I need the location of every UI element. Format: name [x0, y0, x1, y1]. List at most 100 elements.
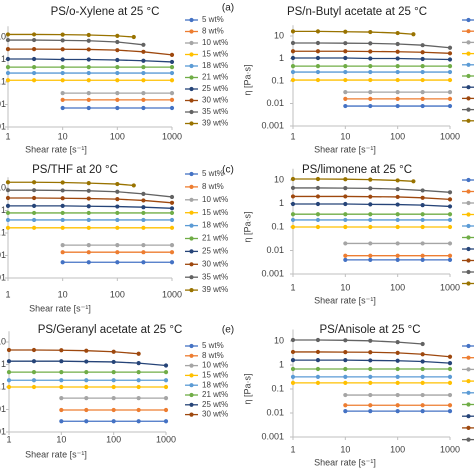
data-point — [163, 384, 169, 390]
data-point — [111, 359, 116, 365]
legend-marker — [189, 109, 194, 115]
data-point — [420, 408, 425, 414]
legend-label: 35 wt% — [202, 107, 228, 116]
data-point — [343, 392, 348, 398]
legend-marker — [466, 235, 471, 240]
legend-label: 39 wt% — [202, 285, 228, 294]
data-point — [395, 202, 400, 207]
data-point — [447, 63, 453, 69]
y-tick-label: 10 — [0, 31, 6, 41]
data-point — [5, 195, 11, 201]
legend-marker — [466, 96, 471, 101]
data-point — [169, 260, 175, 265]
data-point — [86, 64, 91, 70]
y-tick-label: 0.01 — [266, 407, 284, 417]
data-point — [115, 33, 120, 38]
data-point — [420, 188, 425, 193]
legend — [462, 343, 474, 442]
data-point — [169, 200, 175, 205]
data-point — [315, 380, 321, 385]
legend-marker — [466, 258, 471, 263]
data-point — [395, 374, 400, 379]
data-point — [343, 103, 348, 109]
data-point — [315, 337, 321, 343]
data-point — [395, 366, 400, 372]
legend-label: 8 wt% — [202, 182, 224, 191]
data-point — [395, 380, 400, 385]
data-point — [31, 347, 37, 353]
data-point — [163, 363, 169, 368]
data-point — [395, 217, 400, 223]
data-point — [420, 341, 425, 347]
data-point — [368, 177, 373, 182]
y-tick-label: 10 — [0, 336, 6, 346]
legend-marker — [189, 412, 194, 417]
data-point — [86, 225, 91, 230]
legend-marker — [466, 177, 471, 183]
data-point — [290, 224, 296, 230]
data-point — [395, 392, 400, 398]
legend-marker — [466, 355, 471, 360]
data-point — [420, 77, 425, 83]
data-point — [343, 194, 348, 199]
data-point — [447, 366, 453, 372]
data-point — [290, 69, 296, 75]
data-point — [447, 403, 453, 408]
data-point — [141, 49, 146, 54]
data-point — [141, 70, 146, 76]
data-point — [420, 366, 425, 372]
data-point — [86, 260, 91, 265]
y-tick-label: 0.001 — [261, 268, 284, 278]
data-point — [60, 250, 65, 255]
data-point — [111, 378, 116, 383]
legend-marker — [466, 343, 471, 349]
data-point — [86, 181, 91, 186]
legend-label: 15 wt% — [202, 208, 228, 217]
data-point — [368, 194, 373, 199]
data-point — [60, 260, 65, 265]
data-point — [115, 260, 120, 265]
data-point — [343, 212, 348, 217]
data-point — [115, 97, 120, 103]
data-point — [368, 69, 373, 75]
x-tick-label: 1 — [5, 131, 10, 141]
data-point — [315, 194, 321, 199]
chart-title: PS/Geranyl acetate at 25 °C — [38, 324, 183, 336]
y-tick-label: 0.1 — [271, 75, 284, 85]
y-tick-label: 0.1 — [271, 383, 284, 393]
data-point — [111, 396, 116, 401]
series-line — [293, 30, 414, 35]
data-point — [31, 217, 37, 223]
series-line — [9, 349, 139, 355]
x-axis-label: Shear rate [s⁻¹] — [25, 449, 87, 459]
data-point — [343, 366, 348, 372]
legend-marker — [189, 210, 194, 215]
legend-marker — [466, 189, 471, 194]
data-point — [343, 201, 348, 207]
data-point — [115, 189, 120, 194]
data-point — [420, 103, 425, 109]
data-point — [343, 374, 348, 379]
data-point — [290, 212, 296, 217]
data-point — [447, 241, 453, 246]
data-point — [115, 181, 120, 187]
data-point — [5, 37, 11, 43]
data-point — [368, 253, 373, 258]
data-point — [60, 47, 65, 52]
data-point — [169, 64, 175, 70]
data-point — [368, 217, 373, 223]
data-point — [5, 64, 11, 70]
data-point — [420, 90, 425, 95]
data-point — [395, 77, 400, 83]
data-point — [136, 407, 141, 413]
legend-label: 10 wt% — [202, 38, 228, 47]
data-point — [420, 224, 425, 230]
panel: PS/n-Butyl acetate at 25 °C 1 10 100 1000 0.0… — [242, 6, 474, 154]
data-point — [368, 366, 373, 372]
data-point — [315, 201, 321, 207]
legend-marker — [189, 86, 194, 92]
data-point — [395, 257, 400, 262]
data-point — [60, 38, 65, 43]
data-point — [169, 97, 175, 103]
data-point — [395, 253, 400, 258]
